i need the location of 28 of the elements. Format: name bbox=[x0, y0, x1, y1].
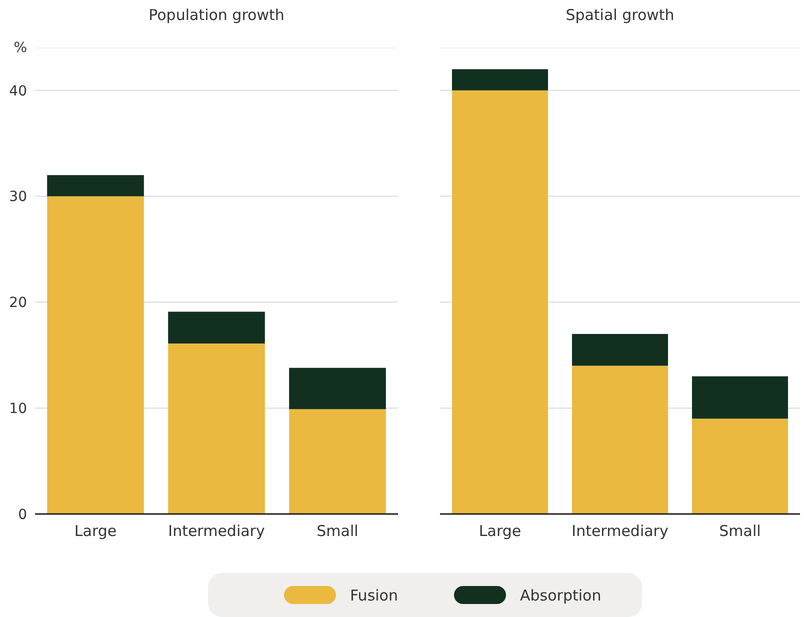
x-tick-label: Small bbox=[719, 522, 761, 540]
bar bbox=[572, 366, 668, 514]
x-tick-label: Large bbox=[478, 522, 522, 540]
bar bbox=[452, 69, 548, 90]
bar bbox=[692, 376, 788, 419]
bar bbox=[289, 409, 386, 514]
y-tick-label: 20 bbox=[9, 295, 27, 312]
bar bbox=[47, 175, 144, 196]
y-tick-label: 30 bbox=[9, 189, 27, 206]
bar bbox=[289, 368, 386, 410]
x-tick-label: Intermediary bbox=[168, 522, 265, 540]
bar bbox=[168, 312, 265, 344]
y-tick-label: 0 bbox=[18, 506, 27, 523]
legend-label: Fusion bbox=[350, 586, 398, 604]
y-tick-label: 10 bbox=[9, 400, 27, 417]
x-tick-label: Intermediary bbox=[572, 522, 668, 540]
y-tick-label: 40 bbox=[9, 83, 27, 100]
bar bbox=[47, 196, 144, 514]
x-tick-label: Large bbox=[74, 522, 117, 540]
bar bbox=[572, 334, 668, 366]
legend-label: Absorption bbox=[520, 586, 602, 604]
bar bbox=[692, 418, 788, 514]
chart-title: Spatial growth bbox=[566, 6, 674, 24]
bar bbox=[452, 90, 548, 514]
x-tick-label: Small bbox=[316, 522, 358, 540]
y-axis-title: % bbox=[14, 40, 27, 56]
chart-title: Population growth bbox=[148, 6, 284, 24]
bar bbox=[168, 343, 265, 514]
